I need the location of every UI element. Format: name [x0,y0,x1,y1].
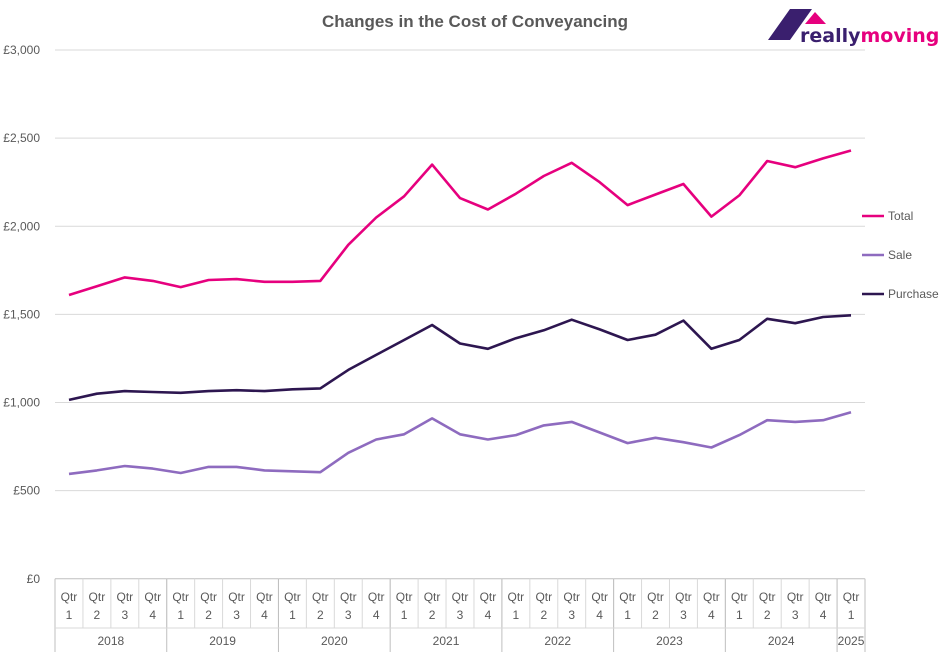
x-tick-quarter-label: Qtr [61,590,78,604]
x-tick-quarter-label: Qtr [703,590,720,604]
x-tick-quarter-label: Qtr [368,590,385,604]
x-tick-quarter-label: Qtr [675,590,692,604]
x-tick-quarter-label: Qtr [340,590,357,604]
x-tick-quarter-number: 2 [429,608,436,622]
series-line-total [68,149,852,297]
x-tick-quarter-label: Qtr [256,590,273,604]
x-tick-quarter-label: Qtr [759,590,776,604]
y-tick-label: £1,500 [3,307,40,321]
x-year-label: 2019 [209,634,236,648]
x-tick-quarter-label: Qtr [480,590,497,604]
logo-roof-icon [768,9,812,40]
x-year-label: 2024 [768,634,795,648]
y-tick-label: £3,000 [3,43,40,57]
x-tick-quarter-label: Qtr [200,590,217,604]
x-tick-quarter-number: 1 [66,608,73,622]
x-tick-quarter-number: 4 [820,608,827,622]
x-tick-quarter-number: 4 [373,608,380,622]
x-tick-quarter-number: 3 [345,608,352,622]
x-tick-quarter-label: Qtr [535,590,552,604]
x-tick-quarter-number: 3 [568,608,575,622]
x-year-label: 2020 [321,634,348,648]
x-tick-quarter-label: Qtr [89,590,106,604]
x-year-label: 2023 [656,634,683,648]
logo-roof-accent-icon [805,12,826,24]
x-tick-quarter-number: 3 [792,608,799,622]
x-tick-quarter-label: Qtr [843,590,860,604]
x-tick-quarter-label: Qtr [312,590,329,604]
x-year-label: 2022 [544,634,571,648]
x-tick-quarter-label: Qtr [228,590,245,604]
x-tick-quarter-label: Qtr [452,590,469,604]
legend-label: Sale [888,248,912,262]
x-tick-quarter-label: Qtr [647,590,664,604]
x-tick-quarter-label: Qtr [731,590,748,604]
legend-label: Total [888,209,913,223]
logo-text: reallymoving [800,25,939,47]
x-tick-quarter-number: 2 [94,608,101,622]
x-tick-quarter-label: Qtr [787,590,804,604]
y-tick-label: £2,000 [3,219,40,233]
x-tick-quarter-label: Qtr [396,590,413,604]
x-tick-quarter-number: 2 [317,608,324,622]
y-tick-label: £0 [27,572,41,586]
x-tick-quarter-number: 3 [680,608,687,622]
x-tick-quarter-number: 1 [624,608,631,622]
x-tick-quarter-number: 1 [401,608,408,622]
x-tick-quarter-number: 1 [513,608,520,622]
x-tick-quarter-number: 2 [205,608,212,622]
x-year-label: 2025 [838,634,865,648]
x-tick-quarter-label: Qtr [815,590,832,604]
x-tick-quarter-label: Qtr [563,590,580,604]
x-tick-quarter-label: Qtr [591,590,608,604]
x-tick-quarter-number: 1 [177,608,184,622]
x-tick-quarter-number: 1 [289,608,296,622]
x-tick-quarter-number: 3 [233,608,240,622]
series-line-sale [68,410,852,476]
x-tick-quarter-number: 3 [121,608,128,622]
x-tick-quarter-number: 4 [708,608,715,622]
x-tick-quarter-number: 4 [596,608,603,622]
x-tick-quarter-number: 2 [540,608,547,622]
legend-label: Purchase [888,287,939,301]
x-year-label: 2018 [98,634,125,648]
x-tick-quarter-label: Qtr [424,590,441,604]
x-tick-quarter-number: 2 [764,608,771,622]
x-tick-quarter-label: Qtr [619,590,636,604]
x-tick-quarter-number: 2 [652,608,659,622]
x-tick-quarter-number: 1 [848,608,855,622]
x-tick-quarter-number: 1 [736,608,743,622]
x-tick-quarter-label: Qtr [116,590,133,604]
x-tick-quarter-number: 4 [261,608,268,622]
y-tick-label: £1,000 [3,396,40,410]
x-tick-quarter-label: Qtr [284,590,301,604]
y-tick-label: £2,500 [3,131,40,145]
x-tick-quarter-number: 3 [457,608,464,622]
chart-title: Changes in the Cost of Conveyancing [322,12,628,31]
x-tick-quarter-number: 4 [149,608,156,622]
x-tick-quarter-label: Qtr [144,590,161,604]
series-line-purchase [68,314,852,402]
x-tick-quarter-number: 4 [485,608,492,622]
logo: reallymoving [768,9,939,47]
y-tick-label: £500 [13,484,40,498]
x-year-label: 2021 [433,634,460,648]
x-tick-quarter-label: Qtr [508,590,525,604]
x-tick-quarter-label: Qtr [172,590,189,604]
